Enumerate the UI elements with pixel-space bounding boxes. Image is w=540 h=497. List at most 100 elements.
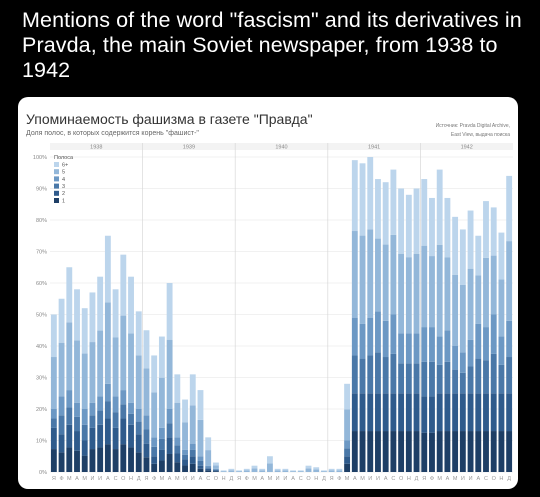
- bar-segment-band-2: [120, 418, 127, 445]
- month-label: А: [75, 476, 79, 482]
- y-tick-label: 60%: [36, 281, 47, 287]
- bar-segment-band-2: [367, 393, 374, 432]
- month-label: Ф: [430, 476, 434, 482]
- bar-segment-band-1: [382, 431, 389, 472]
- month-label: И: [98, 476, 102, 482]
- bar-segment-band-2: [483, 393, 489, 432]
- bar-segment-band-2: [143, 443, 150, 458]
- bar-segment-band-3: [444, 361, 451, 394]
- bar-segment-band-5: [344, 409, 351, 441]
- bar-segment-band-6plus: [143, 330, 150, 369]
- bar-segment-band-4: [452, 346, 459, 370]
- month-label: И: [461, 476, 465, 482]
- bar-segment-band-3: [490, 353, 497, 394]
- bar-segment-band-6plus: [459, 229, 466, 285]
- bar-segment-band-3: [197, 460, 204, 466]
- legend-label: 2: [62, 191, 65, 197]
- bar-segment-band-2: [344, 456, 351, 464]
- month-label: Н: [407, 476, 411, 482]
- legend-label: 4: [62, 177, 65, 183]
- bar-segment-band-3: [405, 363, 412, 394]
- bar-segment-band-6plus: [89, 292, 96, 343]
- bar-segment-band-5: [398, 253, 405, 334]
- bar-segment-band-6plus: [220, 470, 227, 472]
- bar-segment-band-3: [498, 364, 505, 394]
- bar-segment-band-6plus: [174, 374, 181, 403]
- bar-segment-band-1: [436, 431, 443, 472]
- bar-segment-band-5: [429, 256, 435, 328]
- bar-segment-band-5: [58, 342, 65, 397]
- bar-segment-band-2: [135, 434, 142, 453]
- month-label: Н: [222, 476, 226, 482]
- post-title: Mentions of the word "fascism" and its d…: [22, 8, 522, 82]
- year-label: 1939: [183, 145, 195, 151]
- bar-segment-band-5: [212, 465, 219, 469]
- bar-segment-band-6plus: [382, 182, 389, 245]
- bar-segment-band-4: [174, 437, 181, 446]
- bar-segment-band-5: [498, 279, 505, 337]
- bar-segment-band-6plus: [506, 175, 513, 242]
- bar-segment-band-6plus: [490, 207, 497, 256]
- bar-segment-band-5: [112, 337, 119, 397]
- bar-segment-band-2: [452, 393, 459, 432]
- bar-segment-band-5: [243, 470, 250, 472]
- bar-segment-band-5: [236, 471, 242, 472]
- bar-segment-band-4: [151, 437, 158, 447]
- bar-segment-band-5: [81, 353, 88, 409]
- bar-segment-band-2: [475, 393, 482, 432]
- bar-segment-band-1: [452, 431, 459, 472]
- bar-segment-band-4: [475, 323, 482, 359]
- bar-segment-band-6plus: [321, 470, 327, 472]
- bar-segment-band-3: [104, 401, 111, 419]
- month-label: Д: [229, 476, 233, 482]
- bar-segment-band-3: [97, 410, 104, 425]
- bar-segment-band-6plus: [475, 235, 482, 276]
- bar-segment-band-1: [66, 447, 73, 472]
- bar-segment-band-3: [351, 355, 358, 394]
- bar-segment-band-6plus: [120, 254, 127, 316]
- bar-segment-band-5: [405, 257, 412, 334]
- bar-segment-band-4: [58, 396, 65, 416]
- month-label: А: [291, 476, 295, 482]
- bar-segment-band-1: [467, 431, 474, 472]
- bar-segment-band-3: [367, 355, 374, 394]
- month-label: М: [453, 476, 458, 482]
- bar-segment-band-3: [483, 360, 489, 394]
- bar-segment-band-5: [390, 234, 397, 315]
- bar-segment-band-3: [205, 467, 212, 469]
- bar-segment-band-1: [498, 431, 505, 472]
- month-label: Д: [322, 476, 326, 482]
- bar-segment-band-3: [74, 416, 80, 432]
- month-label: О: [121, 476, 126, 482]
- bar-segment-band-1: [459, 431, 466, 472]
- y-tick-label: 20%: [36, 407, 47, 413]
- legend-label: 3: [62, 184, 65, 190]
- bar-segment-band-1: [58, 452, 65, 472]
- bar-segment-band-1: [506, 431, 513, 472]
- bar-segment-band-6plus: [344, 383, 351, 410]
- bar-segment-band-5: [135, 355, 142, 409]
- month-label: О: [492, 476, 497, 482]
- month-label: А: [384, 476, 388, 482]
- month-label: М: [252, 476, 257, 482]
- bar-segment-band-6plus: [305, 465, 312, 469]
- y-tick-label: 40%: [36, 344, 47, 350]
- bar-segment-band-5: [436, 244, 443, 337]
- bar-segment-band-5: [359, 235, 366, 324]
- bar-segment-band-5: [120, 315, 127, 391]
- bar-segment-band-3: [128, 413, 134, 425]
- bar-segment-band-4: [166, 409, 173, 424]
- month-label: О: [399, 476, 404, 482]
- bar-segment-band-5: [74, 340, 80, 403]
- bar-segment-band-6plus: [398, 188, 405, 254]
- bar-segment-band-4: [50, 409, 57, 419]
- bar-segment-band-3: [182, 454, 188, 460]
- bar-segment-band-1: [128, 447, 134, 472]
- bar-segment-band-2: [189, 456, 196, 464]
- month-label: Д: [415, 476, 419, 482]
- legend-swatch: [54, 183, 59, 189]
- legend-swatch: [54, 176, 59, 182]
- bar-segment-band-1: [359, 431, 366, 472]
- bar-segment-band-4: [421, 327, 428, 362]
- bar-segment-band-3: [212, 469, 219, 471]
